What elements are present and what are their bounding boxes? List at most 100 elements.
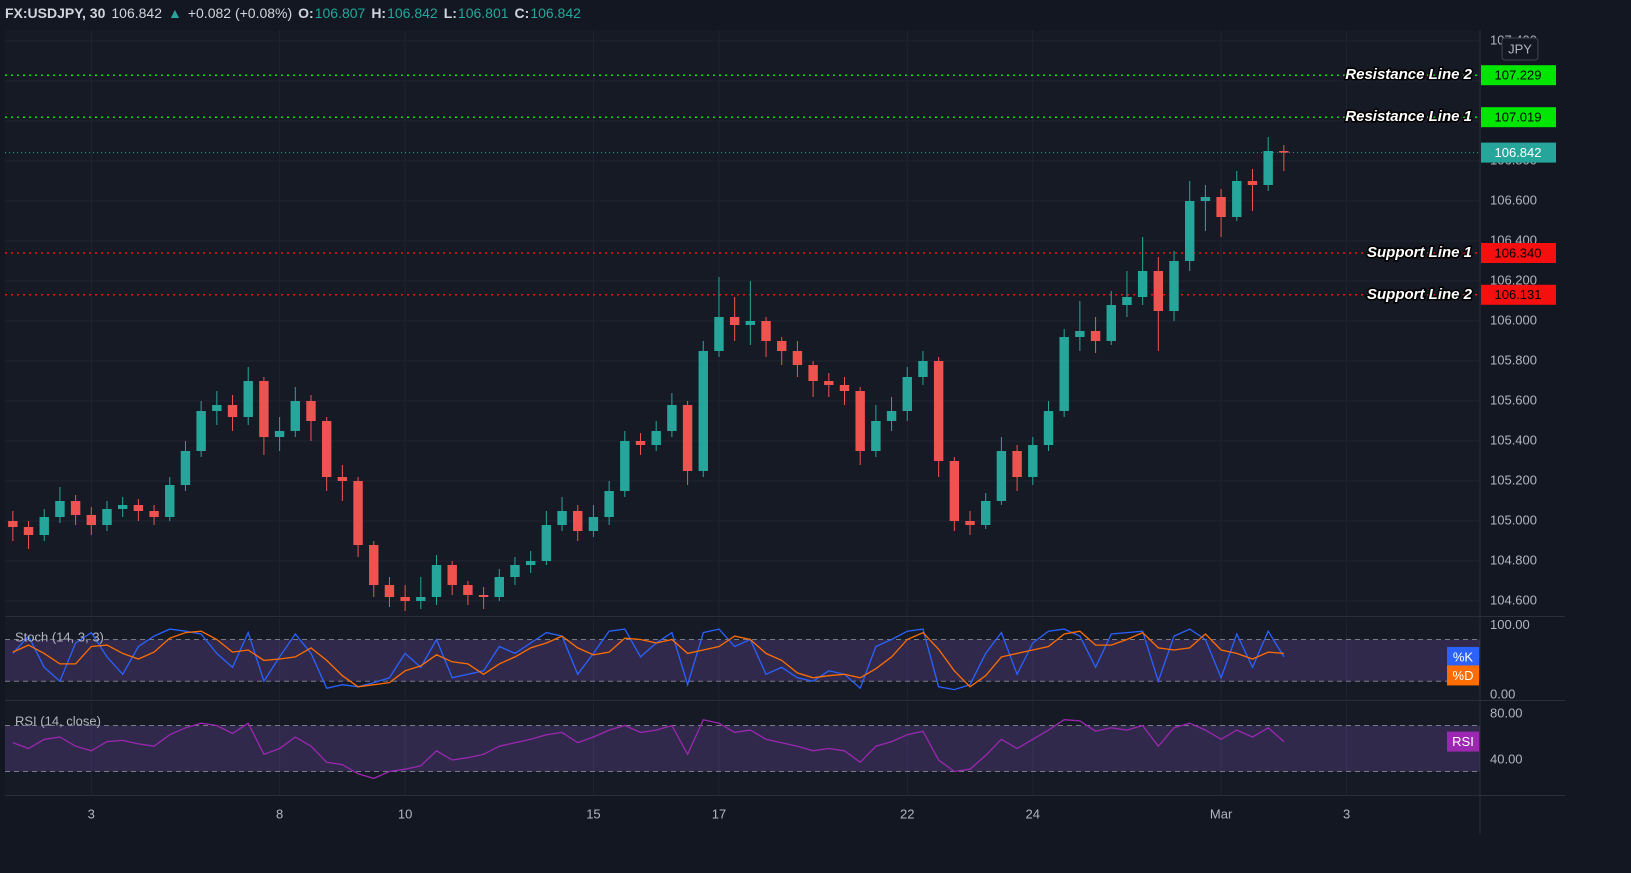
pane-title: Stoch (14, 3, 3)	[15, 629, 104, 644]
candle-body	[1075, 331, 1085, 337]
candle-body	[227, 405, 238, 417]
candle-body	[1263, 151, 1273, 185]
candle-body	[39, 517, 49, 535]
candle-body	[1279, 151, 1289, 153]
candle-body	[274, 431, 285, 437]
candle-body	[996, 451, 1007, 501]
candle-body	[1090, 331, 1101, 341]
candle-body	[902, 377, 912, 411]
candle-body	[149, 511, 159, 517]
candle-body	[635, 441, 646, 445]
candle-body	[369, 545, 379, 585]
y-tick-label: 104.600	[1490, 592, 1537, 607]
level-name: Resistance Line 1	[1345, 108, 1472, 125]
candle-body	[604, 491, 614, 517]
candle-body	[1216, 197, 1226, 217]
candle-body	[212, 405, 222, 411]
candle-body	[259, 381, 269, 437]
series-badge	[1447, 665, 1479, 686]
x-tick-label: 3	[1343, 806, 1350, 821]
x-tick-label: 10	[398, 806, 412, 821]
candle-body	[855, 391, 865, 451]
candle-body	[871, 421, 881, 451]
level-name: Support Line 1	[1367, 244, 1472, 261]
candle-body	[933, 361, 944, 461]
candle-body	[761, 321, 771, 341]
y-tick-label: 106.600	[1490, 192, 1537, 207]
candle-body	[965, 521, 975, 525]
candle-body	[8, 521, 18, 527]
candle-body	[102, 509, 112, 525]
candle-body	[729, 317, 740, 325]
level-name: Resistance Line 2	[1345, 66, 1472, 83]
candle-body	[918, 361, 928, 377]
y-tick-label: 0.00	[1490, 687, 1515, 702]
candle-body	[777, 341, 787, 351]
candle-body	[1059, 337, 1069, 411]
candle-body	[463, 585, 473, 595]
legend-label: RSI	[1452, 734, 1474, 749]
y-tick-label: 106.000	[1490, 312, 1537, 327]
candle-body	[353, 481, 363, 545]
candle-body	[117, 505, 128, 509]
candle-body	[588, 517, 599, 531]
stat-value: 106.842	[530, 5, 581, 21]
candle-body	[416, 597, 426, 601]
candle-body	[714, 317, 724, 351]
currency-box	[1501, 37, 1539, 61]
band-fill	[5, 639, 1480, 682]
series-badge	[1447, 731, 1479, 752]
candle-body	[792, 351, 803, 365]
candle-body	[290, 401, 300, 431]
y-tick-label: 106.200	[1490, 272, 1537, 287]
candle-body	[510, 565, 520, 577]
candle-body	[1185, 201, 1195, 261]
candle-body	[981, 501, 991, 525]
currency: JPY	[1508, 41, 1532, 56]
candle-body	[196, 411, 206, 451]
y-tick-label: 105.800	[1490, 352, 1537, 367]
level-name: Support Line 2	[1367, 286, 1473, 303]
level-label: 106.340	[1495, 245, 1542, 260]
candle-body	[541, 525, 552, 561]
candle-body	[620, 441, 630, 491]
last-price-box	[1481, 142, 1556, 163]
symbol: FX:USDJPY, 30	[5, 5, 106, 21]
candle-body	[243, 381, 253, 417]
y-tick-label: 40.00	[1490, 751, 1523, 766]
x-tick-label: Mar	[1210, 806, 1233, 821]
change: +0.082 (+0.08%)	[187, 5, 293, 21]
candle-body	[1137, 271, 1148, 297]
candle-body	[525, 561, 536, 565]
candle-body	[839, 385, 850, 391]
candle-body	[651, 431, 661, 445]
candle-body	[1232, 181, 1242, 217]
x-tick-label: 3	[88, 806, 95, 821]
candle-body	[133, 505, 144, 511]
candle-body	[494, 577, 504, 597]
band-fill	[5, 725, 1480, 772]
candle-body	[573, 511, 583, 531]
y-tick-label: 100.00	[1490, 617, 1530, 632]
y-tick-label: 104.800	[1490, 552, 1537, 567]
candle-body	[431, 565, 442, 597]
level-label: 107.019	[1495, 110, 1542, 125]
candle-body	[1028, 445, 1038, 477]
candle-body	[1012, 451, 1022, 477]
legend-label: %K	[1453, 649, 1474, 664]
candle-body	[447, 565, 457, 585]
candle-body	[1043, 411, 1054, 445]
level-label: 106.131	[1495, 287, 1542, 302]
stat-label: C:	[514, 5, 530, 21]
candle-body	[306, 401, 316, 421]
candle-body	[824, 381, 834, 385]
candle-body	[165, 485, 175, 517]
change-arrow: ▲	[167, 5, 182, 21]
pane-title: RSI (14, close)	[15, 713, 101, 728]
candle-body	[682, 405, 693, 471]
stat-label: L:	[443, 5, 457, 21]
y-tick-label: 105.400	[1490, 432, 1537, 447]
stat-value: 106.842	[387, 5, 438, 21]
